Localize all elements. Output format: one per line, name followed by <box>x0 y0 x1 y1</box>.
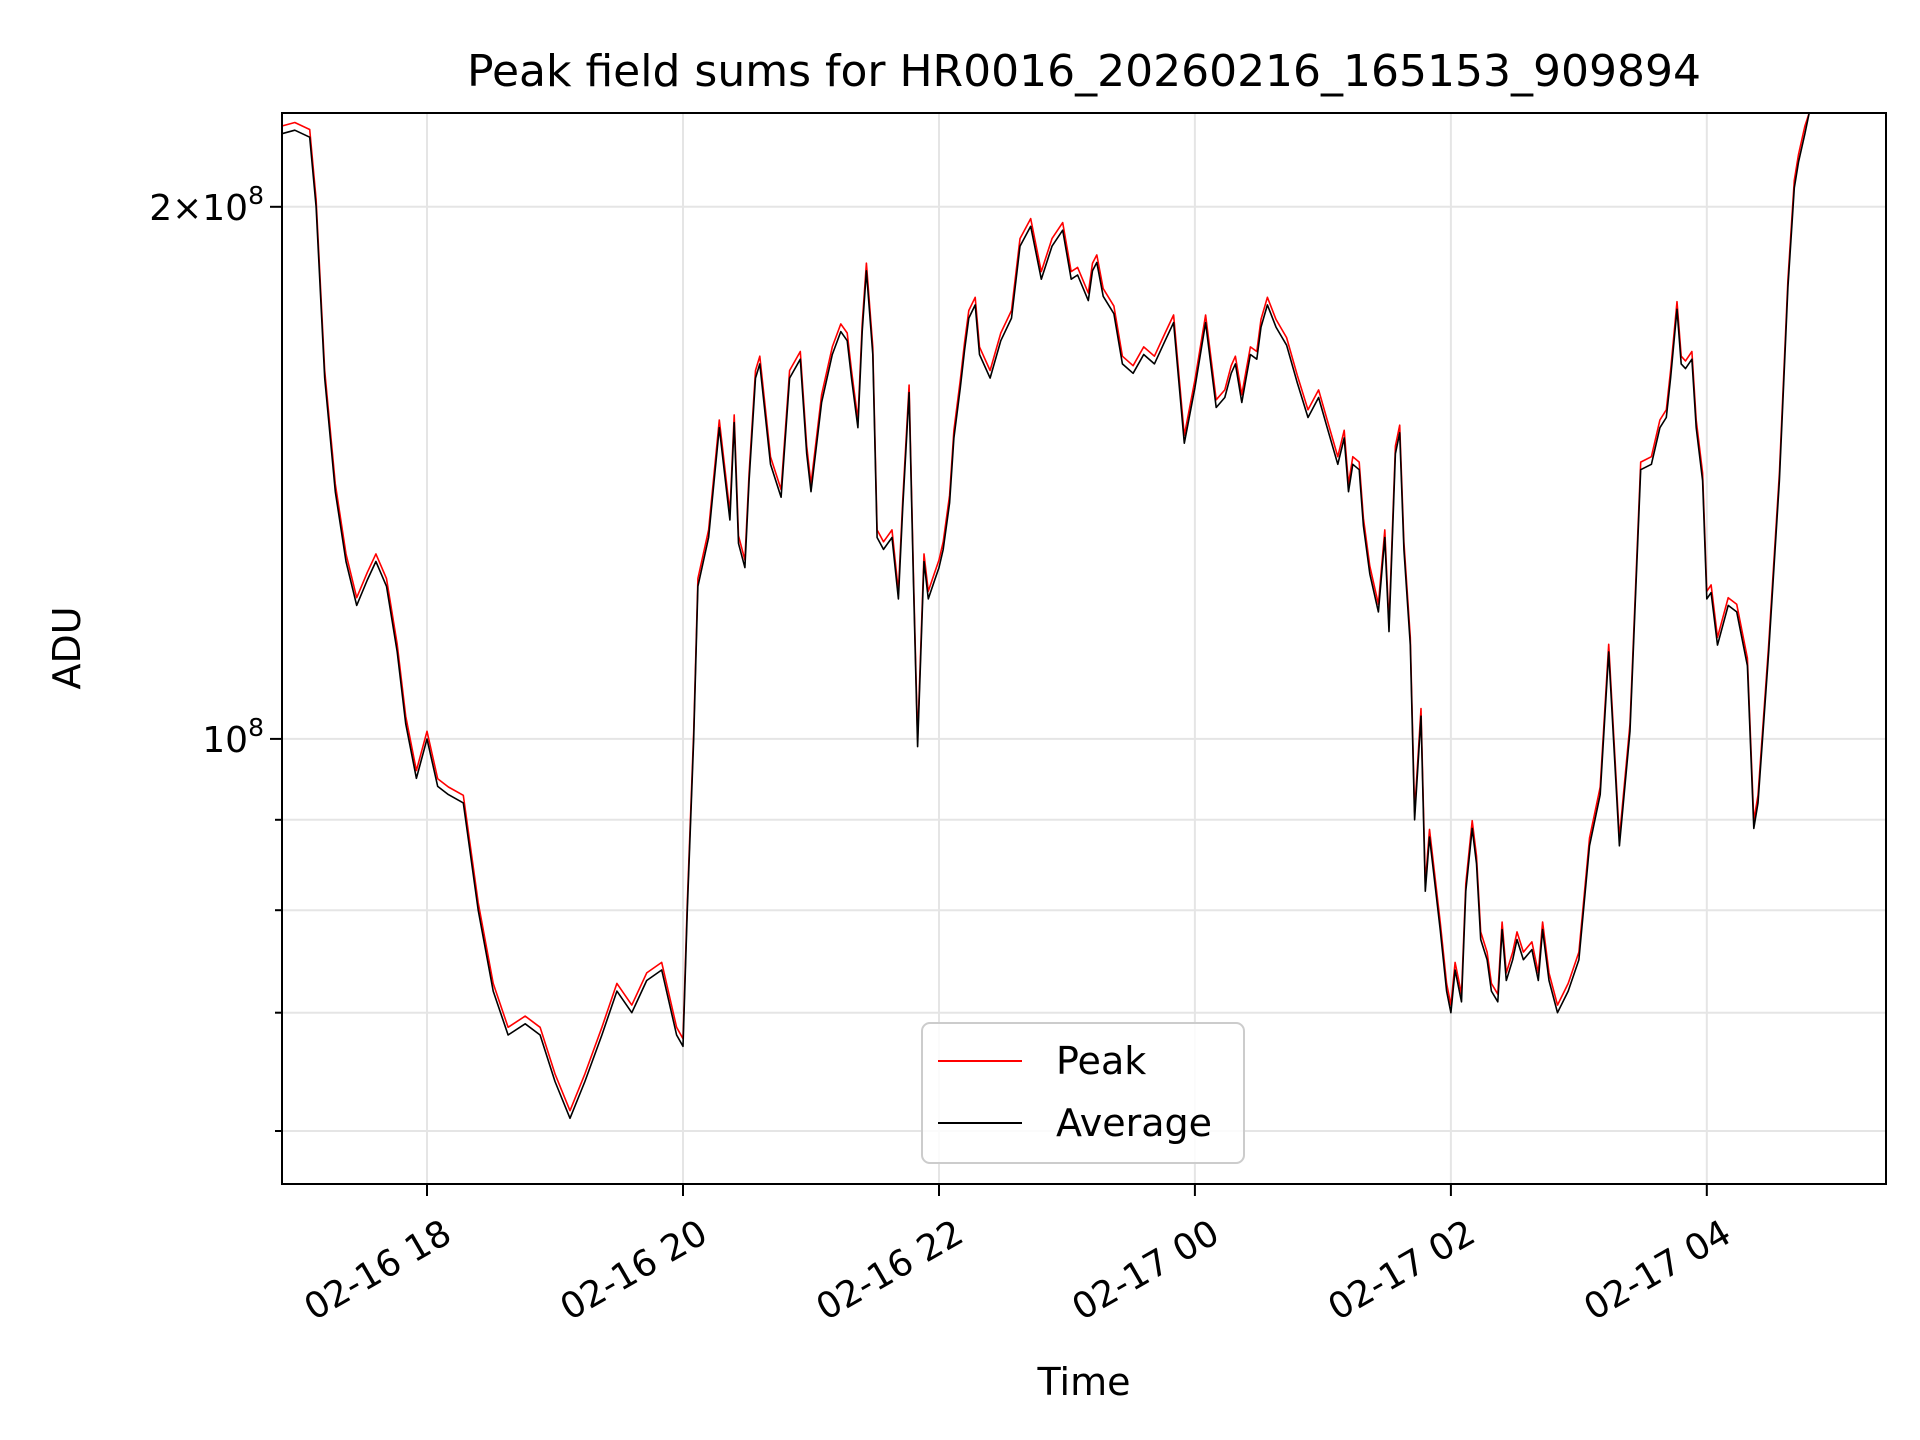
series-line-average <box>281 112 1810 1120</box>
x-axis-label: Time <box>1037 1360 1131 1404</box>
legend-box <box>921 1022 1245 1164</box>
legend-label-peak: Peak <box>1056 1039 1146 1083</box>
legend-label-average: Average <box>1056 1101 1212 1145</box>
legend: Peak Average <box>921 1022 1245 1164</box>
plot-frame <box>281 112 1887 1185</box>
chart-title: Peak field sums for HR0016_20260216_1651… <box>467 46 1701 97</box>
y-axis: 108 2×108 <box>149 181 282 1132</box>
y-tick-label: 2×108 <box>149 181 264 229</box>
series-lines <box>281 112 1810 1120</box>
y-axis-label: ADU <box>45 606 89 689</box>
y-tick-label: 108 <box>202 713 264 761</box>
